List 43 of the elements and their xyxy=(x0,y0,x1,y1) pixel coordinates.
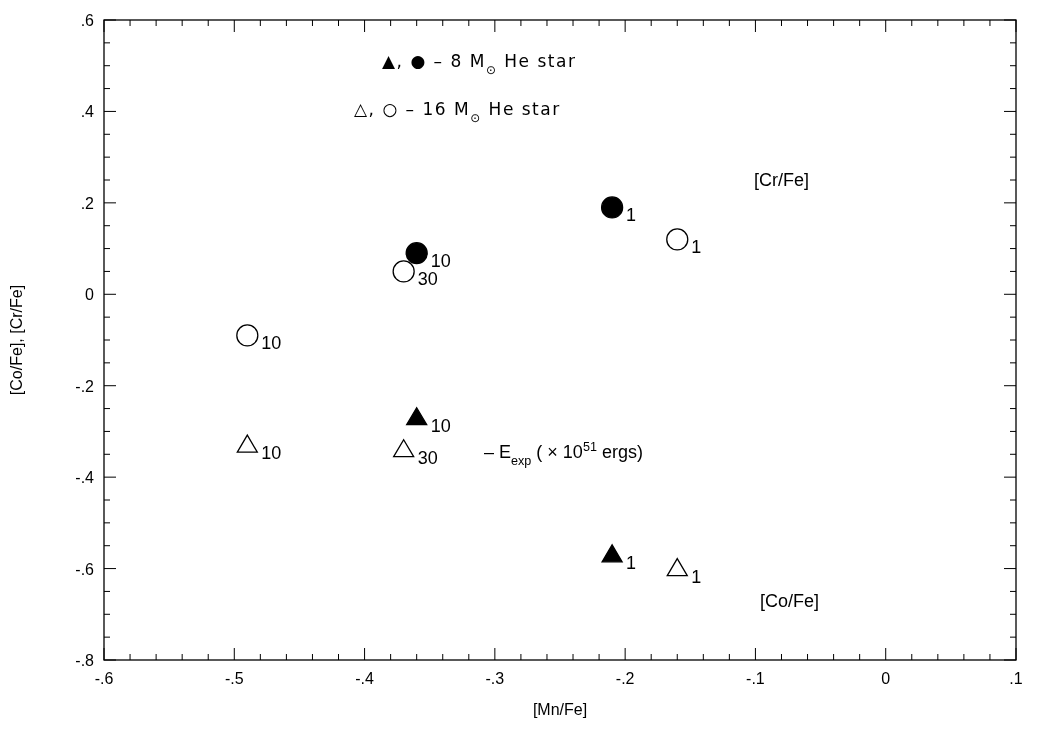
annotation: ▲, ● – 8 M$_{⊙}$ He star xyxy=(382,51,577,77)
y-tick-label: .6 xyxy=(80,12,95,29)
x-tick-label: -.5 xyxy=(224,670,244,687)
x-tick-label: -.2 xyxy=(615,670,635,687)
annotation: 1 xyxy=(626,552,637,573)
point xyxy=(236,434,258,453)
annotation: 10 xyxy=(430,415,451,436)
x-tick-label: 0 xyxy=(881,670,891,687)
x-tick-label: .1 xyxy=(1009,670,1023,687)
y-tick-label: .2 xyxy=(80,194,95,212)
y-tick-label: .4 xyxy=(80,103,95,121)
point xyxy=(601,544,623,563)
point xyxy=(600,196,624,219)
annotation: 1 xyxy=(691,566,702,587)
y-tick-label: -.2 xyxy=(75,377,95,395)
y-tick-label: -.4 xyxy=(75,469,95,487)
annotation: – E$_{exp}$ ( × 10$^{51}$ ergs) xyxy=(484,440,643,468)
x-tick-label: -.1 xyxy=(746,670,765,687)
x-tick-label: -.3 xyxy=(485,670,505,687)
x-tick-label: -.6 xyxy=(94,670,114,687)
y-tick-label: -.8 xyxy=(75,652,95,669)
point xyxy=(406,407,428,426)
annotation: [Cr/Fe] xyxy=(754,170,810,190)
annotation: △, ○ – 16 M$_{⊙}$ He star xyxy=(354,99,561,125)
annotation: 10 xyxy=(261,443,282,464)
point xyxy=(392,260,415,283)
annotation: 1 xyxy=(626,205,637,226)
point xyxy=(405,241,428,265)
point xyxy=(666,228,689,251)
annotation: 30 xyxy=(417,447,438,468)
point xyxy=(393,439,415,458)
point xyxy=(666,557,688,577)
x-axis-title: [Mn/Fe] xyxy=(532,701,588,718)
annotation: [Co/Fe] xyxy=(760,591,820,611)
y-tick-label: -.6 xyxy=(75,560,95,578)
annotation: 10 xyxy=(430,251,451,272)
point xyxy=(236,324,259,347)
y-tick-label: 0 xyxy=(85,286,95,304)
annotation: 1 xyxy=(691,237,702,258)
y-axis-title: [Co/Fe], [Cr/Fe] xyxy=(8,284,25,396)
annotation: 10 xyxy=(261,333,282,354)
annotation: 30 xyxy=(417,269,438,290)
x-tick-label: -.4 xyxy=(355,670,375,687)
